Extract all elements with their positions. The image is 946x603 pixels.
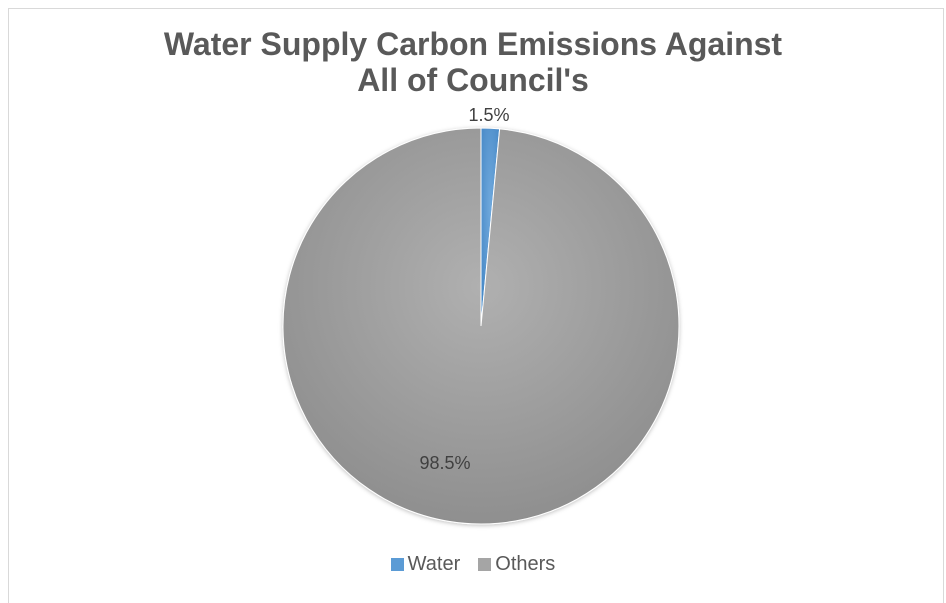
chart-title-line-1: Water Supply Carbon Emissions Against bbox=[163, 26, 783, 62]
chart-title: Water Supply Carbon Emissions Against Al… bbox=[0, 26, 946, 98]
legend-item-water: Water bbox=[390, 553, 461, 576]
legend-item-others: Others bbox=[478, 553, 555, 576]
pie-slice-others bbox=[282, 127, 680, 525]
legend-label-others: Others bbox=[495, 553, 556, 575]
chart-title-line-2: All of Council's bbox=[357, 62, 589, 98]
legend-label-water: Water bbox=[407, 553, 461, 575]
legend-swatch-others bbox=[478, 558, 492, 571]
data-label-water: 1.5% bbox=[468, 105, 509, 125]
legend-swatch-water bbox=[390, 558, 404, 571]
data-label-others: 98.5% bbox=[419, 453, 470, 473]
chart-legend: Water Others bbox=[0, 553, 946, 576]
